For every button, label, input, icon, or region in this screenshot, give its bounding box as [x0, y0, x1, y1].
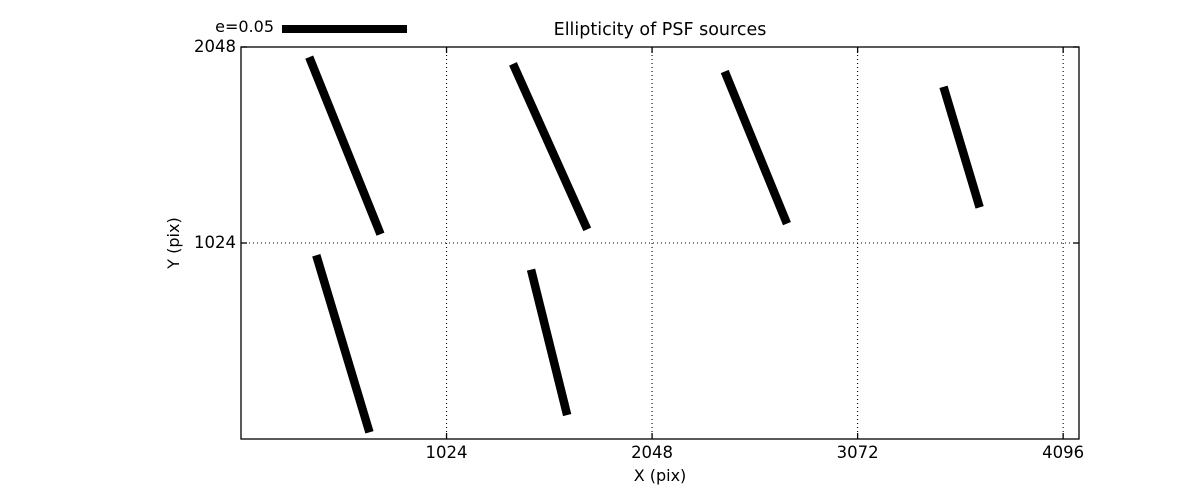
x-tick-label: 3072 [836, 443, 879, 462]
y-tick-label: 1024 [194, 232, 236, 252]
legend-scale-bar [282, 25, 407, 33]
y-tick-label: 2048 [194, 36, 236, 56]
ellipticity-whisker [526, 268, 572, 417]
x-tick-label: 4096 [1042, 443, 1085, 462]
y-axis-label: Y (pix) [164, 217, 183, 269]
chart-title: Ellipticity of PSF sources [553, 20, 767, 40]
ellipticity-whisker [312, 254, 374, 434]
x-tick-label: 1024 [425, 443, 468, 462]
x-axis-label: X (pix) [633, 466, 687, 485]
legend-scale-label: e=0.05 [215, 17, 274, 36]
x-tick-label: 2048 [631, 443, 674, 462]
ellipticity-whisker [720, 69, 791, 226]
ellipticity-whisker [939, 85, 984, 209]
ellipticity-whisker [509, 62, 592, 232]
ellipticity-whisker [305, 55, 385, 236]
